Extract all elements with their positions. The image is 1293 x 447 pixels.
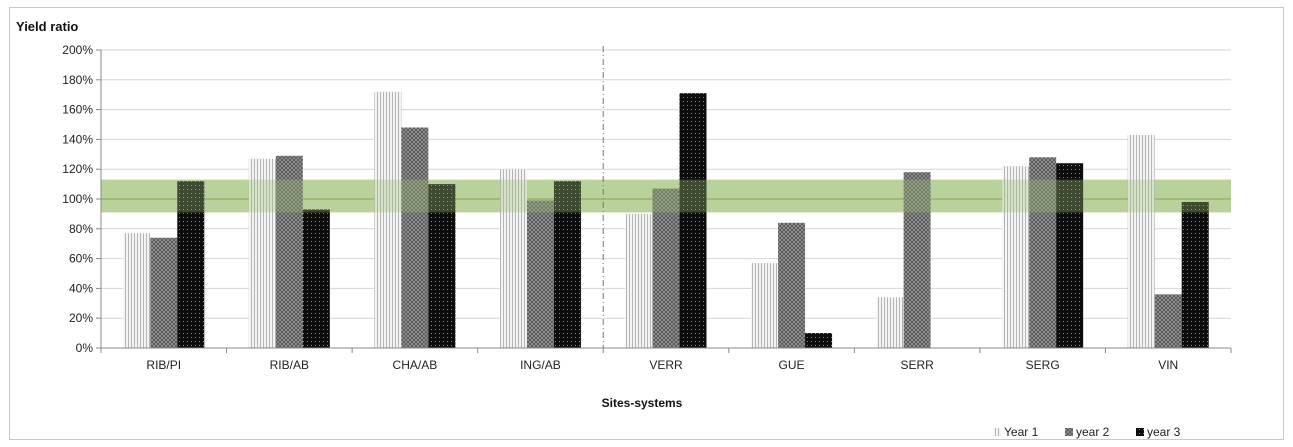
legend-swatch: [993, 428, 1001, 436]
legend: Year 1 year 2 year 3: [993, 425, 1181, 439]
bar-year-2: [275, 155, 303, 348]
bar-year-1: [374, 91, 402, 348]
legend-swatch: [1065, 428, 1073, 436]
x-tick-label: ING/AB: [520, 358, 561, 372]
y-tick-label: 20%: [69, 311, 93, 325]
bar-year-1: [1127, 134, 1155, 348]
y-tick-label: 160%: [62, 103, 93, 117]
bar-year-3: [553, 181, 581, 348]
y-tick-label: 180%: [62, 73, 93, 87]
bar-year-3: [805, 333, 833, 348]
bar-year-2: [778, 222, 806, 348]
bar-year-2: [1154, 294, 1182, 348]
bar-year-2: [903, 172, 931, 348]
x-tick-label: SERR: [900, 358, 934, 372]
bar-year-2: [1029, 157, 1057, 348]
bar-year-3: [1056, 163, 1084, 348]
bar-year-1: [499, 169, 527, 348]
x-tick-label: VIN: [1158, 358, 1178, 372]
x-tick-label: GUE: [779, 358, 805, 372]
bar-year-2: [652, 188, 680, 348]
y-tick-label: 120%: [62, 162, 93, 176]
bar-year-1: [751, 263, 779, 348]
bar-year-1: [248, 158, 276, 348]
bar-year-3: [679, 93, 707, 349]
bar-year-1: [123, 233, 151, 348]
bar-year-2: [150, 237, 178, 348]
legend-swatch: [1136, 428, 1144, 436]
bar-year-3: [428, 184, 456, 348]
x-tick-label: CHA/AB: [393, 358, 438, 372]
bar-year-3: [1181, 201, 1209, 348]
bar-year-3: [177, 181, 205, 348]
bar-year-1: [876, 297, 904, 348]
legend-label: year 2: [1076, 425, 1110, 439]
y-tick-label: 140%: [62, 132, 93, 146]
x-tick-label: SERG: [1026, 358, 1060, 372]
legend-label: Year 1: [1004, 425, 1039, 439]
bars: [101, 91, 1231, 349]
chart-frame: Yield ratio 0% 20% 40% 60% 80% 100% 120% 140% 16…: [9, 7, 1284, 440]
bar-year-1: [1002, 166, 1030, 348]
y-tick-labels: 0% 20% 40% 60% 80% 100% 120% 140% 160% 180% 200%: [62, 43, 93, 355]
x-tick-label: RIB/AB: [270, 358, 309, 372]
bar-year-3: [302, 209, 330, 348]
y-tick-label: 60%: [69, 252, 93, 266]
bar-year-1: [625, 213, 653, 348]
y-tick-label: 100%: [62, 192, 93, 206]
legend-label: year 3: [1147, 425, 1181, 439]
y-tick-label: 200%: [62, 43, 93, 57]
bar-year-2: [526, 200, 554, 348]
x-tick-label: RIB/PI: [146, 358, 181, 372]
bar-chart: Yield ratio 0% 20% 40% 60% 80% 100% 120% 140% 16…: [16, 19, 1232, 439]
y-tick-label: 0%: [76, 341, 94, 355]
axes: [96, 46, 1232, 353]
reference-band-overlay: [101, 179, 1231, 213]
x-tick-labels: RIB/PI RIB/AB CHA/AB ING/AB VERR GUE SERR SERG V…: [146, 358, 1178, 372]
x-axis-label: Sites-systems: [602, 396, 683, 410]
x-tick-label: VERR: [649, 358, 683, 372]
y-axis-label: Yield ratio: [16, 19, 78, 34]
bar-year-2: [401, 127, 429, 348]
y-tick-label: 80%: [69, 222, 93, 236]
y-tick-label: 40%: [69, 281, 93, 295]
